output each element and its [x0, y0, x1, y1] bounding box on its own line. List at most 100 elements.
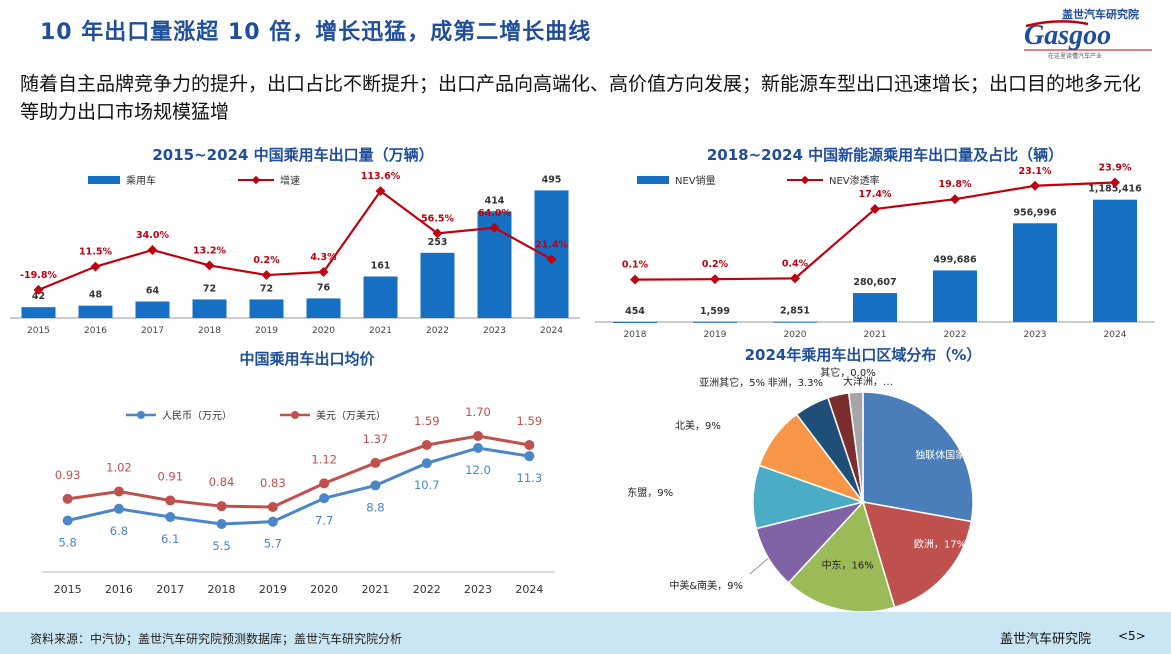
x-tick-label: 2021 [361, 583, 389, 596]
x-tick-label: 2020 [784, 330, 807, 340]
export-volume-svg: 2015~2024 中国乘用车出口量（万辆） 乘用车 增速 42 2015 48 2016 6… [10, 146, 580, 336]
usd-marker [216, 501, 227, 512]
rmb-value-label: 12.0 [465, 463, 491, 477]
legend-swatch-bar [88, 176, 120, 184]
rmb-value-label: 10.7 [414, 478, 440, 492]
footer-brand: 盖世汽车研究院 [1000, 632, 1092, 647]
bar [420, 252, 455, 318]
page-title: 10 年出口量涨超 10 倍，增长迅猛，成第二增长曲线 [40, 20, 592, 45]
rmb-value-label: 8.8 [366, 500, 384, 514]
rmb-value-label: 7.7 [315, 513, 333, 527]
bar-value-label: 956,996 [1013, 207, 1057, 218]
nev-export-svg: 2018~2024 中国新能源乘用车出口量及占比（辆） NEV销量 NEV渗透率 45… [595, 146, 1155, 340]
x-tick-label: 2015 [54, 583, 82, 596]
x-tick-label: 2024 [515, 583, 543, 596]
growth-value-label: 0.1% [622, 260, 649, 271]
x-tick-label: 2023 [1024, 330, 1047, 340]
legend-label: 增速 [280, 174, 300, 187]
region-share-svg: 2024年乘用车出口区域分布（%） 独联体国家，27% 欧洲，17% 中东，16% 中美… [627, 346, 998, 613]
rmb-marker [524, 451, 535, 462]
rmb-marker [370, 480, 381, 491]
legend-marker [137, 411, 145, 419]
growth-marker [204, 260, 215, 271]
usd-value-label: 1.12 [311, 452, 337, 466]
bar-value-label: 72 [260, 283, 273, 294]
bar [135, 301, 170, 318]
bar [853, 293, 897, 322]
bar-value-label: 280,607 [853, 277, 896, 288]
growth-marker [90, 261, 101, 272]
bar-value-label: 414 [485, 195, 505, 206]
legend-label: 乘用车 [126, 174, 156, 187]
usd-marker [524, 439, 535, 450]
x-tick-label: 2021 [864, 330, 887, 340]
usd-marker [62, 493, 73, 504]
legend-label: 美元（万美元） [316, 409, 386, 422]
growth-value-label: 23.9% [1099, 162, 1132, 173]
growth-value-label: -19.8% [20, 270, 57, 281]
usd-value-label: 0.84 [209, 475, 235, 489]
rmb-marker [421, 458, 432, 469]
x-tick-label: 2024 [1104, 330, 1127, 340]
x-tick-label: 2020 [312, 326, 335, 336]
x-tick-label: 2024 [540, 326, 563, 336]
rmb-marker [473, 443, 484, 453]
growth-value-label: 0.4% [782, 258, 809, 269]
usd-value-label: 1.59 [517, 414, 543, 428]
bar [1013, 223, 1057, 322]
usd-marker [165, 495, 176, 506]
growth-marker [147, 245, 158, 255]
growth-value-label: 0.2% [702, 259, 729, 270]
logo-cn-text: 盖世汽车研究院 [1062, 7, 1139, 21]
usd-value-label: 1.59 [414, 414, 440, 428]
bar [363, 276, 398, 318]
page-subtitle: 随着自主品牌竞争力的提升，出口占比不断提升；出口产品向高端化、高价值方向发展；新… [20, 73, 1142, 123]
x-tick-label: 2018 [624, 330, 647, 340]
usd-marker [421, 439, 432, 450]
chart-title: 2024年乘用车出口区域分布（%） [745, 346, 982, 364]
chart-title: 2015~2024 中国乘用车出口量（万辆） [152, 146, 433, 164]
x-tick-label: 2022 [426, 326, 449, 336]
pie-slice [787, 500, 896, 613]
rmb-marker [267, 516, 278, 527]
bar-value-label: 495 [542, 174, 562, 185]
rmb-line [67, 446, 530, 526]
usd-value-label: 0.91 [157, 469, 183, 483]
legend-marker [291, 411, 299, 419]
bar [773, 321, 817, 323]
pie-slice-label: 其它，0.0% [820, 366, 875, 379]
rmb-marker [165, 511, 176, 522]
rmb-value-label: 6.1 [161, 532, 179, 546]
usd-marker [370, 457, 381, 468]
growth-marker [790, 273, 800, 284]
bar-value-label: 1,599 [700, 306, 730, 317]
bar-value-label: 253 [428, 237, 448, 248]
rmb-marker [62, 515, 73, 526]
rmb-value-label: 5.7 [264, 537, 282, 551]
rmb-marker [216, 519, 227, 529]
pie-slice-label: 中美&南美，9% [669, 579, 743, 592]
bar [78, 305, 113, 318]
x-tick-label: 2019 [704, 330, 727, 340]
growth-value-label: 17.4% [859, 189, 892, 200]
growth-marker [33, 284, 44, 295]
legend-swatch-bar [637, 176, 669, 184]
growth-value-label: 64.0% [478, 208, 511, 219]
legend-marker [800, 175, 810, 185]
x-tick-label: 2022 [944, 330, 967, 340]
bar-value-label: 48 [89, 290, 103, 301]
growth-value-label: 21.4% [535, 239, 568, 250]
legend-marker [251, 175, 261, 185]
usd-marker [113, 486, 124, 497]
logo-swoosh [1025, 20, 1089, 28]
pie-slice-label: 亚洲其它，5% [699, 376, 765, 389]
source-note: 资料来源：中汽协；盖世汽车研究院预测数据库；盖世汽车研究院分析 [30, 632, 403, 646]
pie-slice-label: 大洋洲，… [843, 375, 893, 388]
legend-label: 人民币（万元） [162, 410, 232, 422]
pie-slice-label: 北美，9% [675, 419, 721, 432]
chart-title: 中国乘用车出口均价 [239, 350, 375, 368]
x-tick-label: 2015 [27, 326, 50, 336]
legend-label: NEV销量 [675, 174, 716, 187]
x-tick-label: 2016 [105, 583, 133, 596]
pie-slice [862, 391, 974, 523]
